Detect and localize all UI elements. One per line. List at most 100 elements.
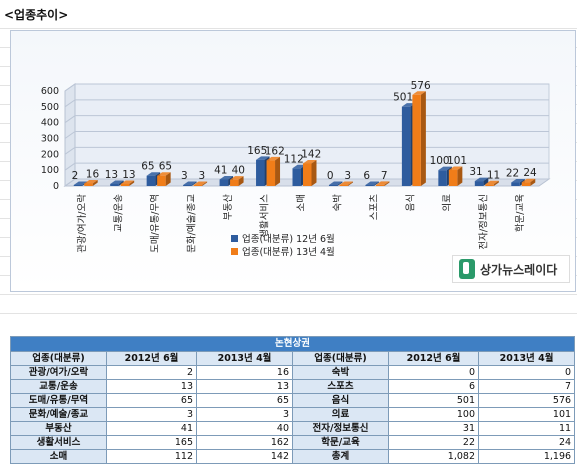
bar-side <box>92 179 98 186</box>
bar-top <box>448 166 463 171</box>
table-row: 교통/운송 13 13 스포츠 6 7 <box>10 379 576 394</box>
y-tick-label: 600 <box>41 86 59 97</box>
value-cell: 576 <box>477 393 576 408</box>
gridline <box>64 99 549 108</box>
value-cell: 16 <box>196 365 293 380</box>
bar <box>339 185 348 186</box>
data-label: 165 <box>247 145 267 157</box>
y-tick-label: 100 <box>41 165 59 176</box>
value-cell: 1,082 <box>388 449 479 464</box>
x-tick-label: 스포츠 <box>369 194 380 220</box>
x-tick-label: 소매 <box>296 194 307 211</box>
data-label: 162 <box>265 145 285 157</box>
bar-side <box>373 181 379 186</box>
value-cell: 3 <box>106 407 197 422</box>
bar <box>256 159 265 186</box>
bar <box>438 170 447 186</box>
legend-label: 업종(대분류) 13년 4월 <box>242 246 335 258</box>
bar-side <box>420 91 426 186</box>
gridline <box>64 131 549 139</box>
value-cell: 112 <box>106 449 197 464</box>
data-label: 31 <box>469 166 482 178</box>
x-tick-label: 의료 <box>442 194 453 212</box>
column-header: 2013년 4월 <box>196 351 293 366</box>
value-cell: 2 <box>106 365 197 380</box>
value-cell: 6 <box>388 379 479 394</box>
column-header: 2013년 4월 <box>477 351 576 366</box>
x-tick-label: 교통/운송 <box>114 194 125 232</box>
bar <box>485 184 494 186</box>
data-label: 65 <box>141 161 154 173</box>
value-cell: 41 <box>106 421 197 436</box>
data-label: 13 <box>122 169 135 181</box>
data-label: 24 <box>523 167 537 179</box>
gridline <box>64 162 549 171</box>
x-tick-label: 음식 <box>405 194 416 211</box>
x-tick-label: 문화/예술/종교 <box>187 194 198 253</box>
value-cell: 501 <box>388 393 479 408</box>
data-label: 576 <box>411 80 431 92</box>
category-cell: 의료 <box>292 407 389 422</box>
bar-top <box>303 160 317 164</box>
bar-top <box>412 91 426 95</box>
gridline <box>64 146 549 155</box>
data-table-container: 논현상권 업종(대분류) 2012년 6월 2013년 4월 업종(대분류) 2… <box>9 336 576 464</box>
bar-top <box>157 172 171 176</box>
bar-top <box>110 180 124 184</box>
category-cell: 부동산 <box>10 421 107 436</box>
bar <box>511 182 520 186</box>
logo: 상가뉴스레이다 <box>452 255 570 283</box>
gridline <box>64 178 549 187</box>
bar-top <box>193 181 208 185</box>
data-label: 13 <box>105 169 118 181</box>
y-tick-label: 500 <box>41 102 59 113</box>
column-header: 업종(대분류) <box>292 351 389 366</box>
bar-top <box>84 179 98 184</box>
x-tick-label: 숙박 <box>332 194 343 212</box>
bar <box>84 183 93 186</box>
legend-label: 업종(대분류) 12년 6월 <box>242 233 335 245</box>
bar-side <box>483 177 489 186</box>
bar-side <box>530 178 536 186</box>
data-label: 41 <box>214 165 227 177</box>
data-label: 0 <box>327 170 334 182</box>
data-label: 101 <box>447 155 467 167</box>
bar-top <box>73 181 88 185</box>
bar-side <box>337 181 343 186</box>
bar-top <box>230 176 244 180</box>
category-cell: 숙박 <box>292 365 389 380</box>
data-label: 40 <box>232 165 245 177</box>
x-tick-label: 생활서비스 <box>259 194 271 238</box>
column-header: 업종(대분류) <box>10 351 107 366</box>
category-cell: 스포츠 <box>292 379 389 394</box>
value-cell: 1,196 <box>477 449 576 464</box>
bar <box>193 185 203 186</box>
value-cell: 142 <box>196 449 293 464</box>
table-row: 도매/유통/무역 65 65 음식 501 576 <box>10 393 576 408</box>
bar-side <box>118 180 124 186</box>
bar-top <box>474 177 489 182</box>
x-tick-label: 부동산 <box>223 194 234 220</box>
x-tick-label: 도매/유통/무역 <box>150 194 161 253</box>
data-label: 501 <box>393 92 413 104</box>
legend-swatch <box>231 235 238 242</box>
bar <box>303 163 312 186</box>
y-tick-label: 300 <box>41 134 59 145</box>
value-cell: 3 <box>196 407 293 422</box>
bar-top <box>146 172 161 176</box>
legend-swatch <box>231 248 238 255</box>
category-cell: 총계 <box>292 449 389 464</box>
category-cell: 학문/교육 <box>292 435 389 450</box>
bar-top <box>183 181 197 185</box>
value-cell: 162 <box>196 435 293 450</box>
bar <box>73 185 83 186</box>
value-cell: 22 <box>388 435 479 450</box>
bar <box>219 179 229 186</box>
bar-top <box>339 181 353 185</box>
bar-top <box>292 164 306 169</box>
bar <box>521 182 531 186</box>
category-cell: 문화/예술/종교 <box>10 407 107 422</box>
bar <box>146 175 156 186</box>
bar <box>375 184 385 186</box>
